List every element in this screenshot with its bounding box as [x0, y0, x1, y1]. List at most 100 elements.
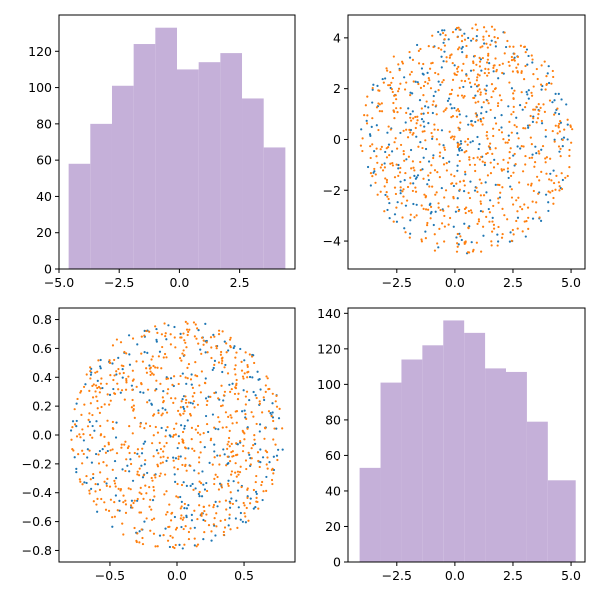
scatter-point	[390, 81, 393, 84]
scatter-point	[239, 440, 242, 443]
scatter-point	[458, 46, 461, 49]
scatter-point	[150, 476, 153, 480]
scatter-point	[425, 100, 428, 103]
scatter-point	[189, 412, 192, 416]
scatter-point	[475, 79, 478, 82]
scatter-point	[506, 141, 509, 144]
scatter-point	[95, 395, 98, 398]
scatter-point	[366, 165, 370, 169]
scatter-point	[512, 45, 515, 48]
scatter-point	[516, 210, 519, 213]
scatter-point	[494, 183, 497, 186]
scatter-point	[195, 337, 198, 340]
scatter-point	[431, 135, 434, 138]
scatter-point	[462, 96, 465, 99]
scatter-point	[235, 475, 238, 478]
scatter-point	[482, 101, 485, 104]
scatter-point	[456, 242, 459, 245]
scatter-point	[164, 435, 167, 438]
scatter-point	[490, 240, 493, 243]
scatter-point	[138, 455, 141, 458]
scatter-point	[181, 372, 184, 375]
scatter-point	[145, 371, 149, 374]
scatter-point	[407, 155, 410, 158]
scatter-point	[164, 332, 167, 335]
scatter-point	[224, 363, 227, 367]
scatter-point	[361, 149, 364, 153]
histogram-bar	[111, 85, 134, 269]
scatter-point	[412, 182, 415, 185]
scatter-point	[256, 451, 260, 454]
scatter-point	[479, 202, 483, 205]
scatter-point	[433, 233, 436, 236]
histogram-bar	[263, 147, 286, 269]
scatter-point	[139, 425, 142, 428]
y-tick-label: 0.6	[32, 341, 52, 356]
scatter-point	[376, 193, 379, 196]
scatter-point	[560, 98, 563, 101]
scatter-point	[193, 391, 196, 395]
scatter-point	[145, 367, 148, 370]
scatter-point	[213, 456, 216, 459]
scatter-point	[547, 201, 550, 204]
scatter-point	[546, 72, 549, 75]
scatter-point	[453, 106, 456, 110]
scatter-point	[486, 99, 489, 102]
scatter-point	[392, 220, 395, 223]
scatter-point	[204, 382, 207, 385]
scatter-point	[99, 365, 102, 368]
scatter-point	[475, 35, 478, 38]
scatter-point	[474, 23, 477, 26]
scatter-point	[149, 529, 152, 532]
scatter-point	[560, 172, 563, 175]
scatter-point	[80, 413, 83, 417]
scatter-point	[557, 92, 560, 95]
scatter-point	[540, 88, 543, 91]
scatter-point	[148, 424, 152, 428]
scatter-point	[222, 530, 225, 534]
scatter-point	[540, 119, 543, 123]
scatter-point	[482, 26, 486, 29]
scatter-point	[234, 364, 237, 367]
scatter-point	[510, 196, 514, 199]
scatter-point	[485, 152, 488, 156]
scatter-point	[461, 51, 464, 54]
scatter-point	[232, 480, 235, 483]
scatter-point	[81, 483, 84, 486]
scatter-point	[512, 154, 515, 157]
scatter-point	[223, 366, 226, 369]
scatter-point	[521, 108, 524, 111]
scatter-point	[203, 531, 206, 534]
scatter-point	[272, 472, 275, 475]
x-tick-label: 2.5	[503, 568, 523, 583]
scatter-point	[517, 63, 520, 66]
scatter-point	[427, 208, 430, 211]
scatter-point	[371, 101, 374, 104]
scatter-point	[496, 244, 499, 247]
scatter-point	[91, 424, 94, 428]
scatter-point	[393, 141, 396, 144]
scatter-point	[158, 350, 162, 353]
scatter-point	[570, 141, 573, 144]
scatter-point	[226, 482, 230, 485]
scatter-point	[523, 203, 526, 206]
scatter-point	[226, 447, 229, 450]
scatter-point	[392, 55, 395, 58]
scatter-point	[477, 100, 480, 103]
scatter-point	[486, 46, 489, 49]
scatter-point	[192, 400, 196, 403]
scatter-point	[179, 374, 182, 378]
scatter-point	[219, 519, 222, 522]
scatter-point	[476, 90, 479, 93]
scatter-point	[433, 249, 437, 252]
x-tick-label: 0.0	[445, 568, 465, 583]
scatter-point	[125, 379, 128, 382]
scatter-point	[432, 100, 435, 103]
scatter-point	[485, 134, 488, 137]
scatter-point	[156, 331, 159, 334]
scatter-point	[187, 401, 190, 404]
scatter-point	[105, 482, 108, 485]
scatter-point	[215, 347, 218, 350]
scatter-point	[229, 528, 232, 531]
scatter-point	[164, 408, 167, 411]
